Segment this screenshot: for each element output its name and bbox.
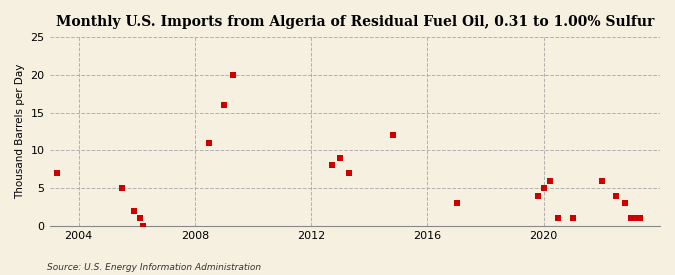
Point xyxy=(344,171,354,175)
Point xyxy=(134,216,145,221)
Point xyxy=(387,133,398,138)
Text: Source: U.S. Energy Information Administration: Source: U.S. Energy Information Administ… xyxy=(47,263,261,271)
Point xyxy=(117,186,128,190)
Point xyxy=(335,156,346,160)
Point xyxy=(628,216,639,221)
Title: Monthly U.S. Imports from Algeria of Residual Fuel Oil, 0.31 to 1.00% Sulfur: Monthly U.S. Imports from Algeria of Res… xyxy=(55,15,654,29)
Point xyxy=(137,224,148,228)
Point xyxy=(227,73,238,77)
Point xyxy=(204,141,215,145)
Point xyxy=(553,216,564,221)
Point xyxy=(597,178,608,183)
Point xyxy=(634,216,645,221)
Point xyxy=(626,216,637,221)
Y-axis label: Thousand Barrels per Day: Thousand Barrels per Day xyxy=(15,64,25,199)
Point xyxy=(326,163,337,168)
Point xyxy=(128,208,139,213)
Point xyxy=(51,171,62,175)
Point xyxy=(544,178,555,183)
Point xyxy=(219,103,230,107)
Point xyxy=(533,194,543,198)
Point xyxy=(568,216,578,221)
Point xyxy=(611,194,622,198)
Point xyxy=(451,201,462,205)
Point xyxy=(539,186,549,190)
Point xyxy=(620,201,630,205)
